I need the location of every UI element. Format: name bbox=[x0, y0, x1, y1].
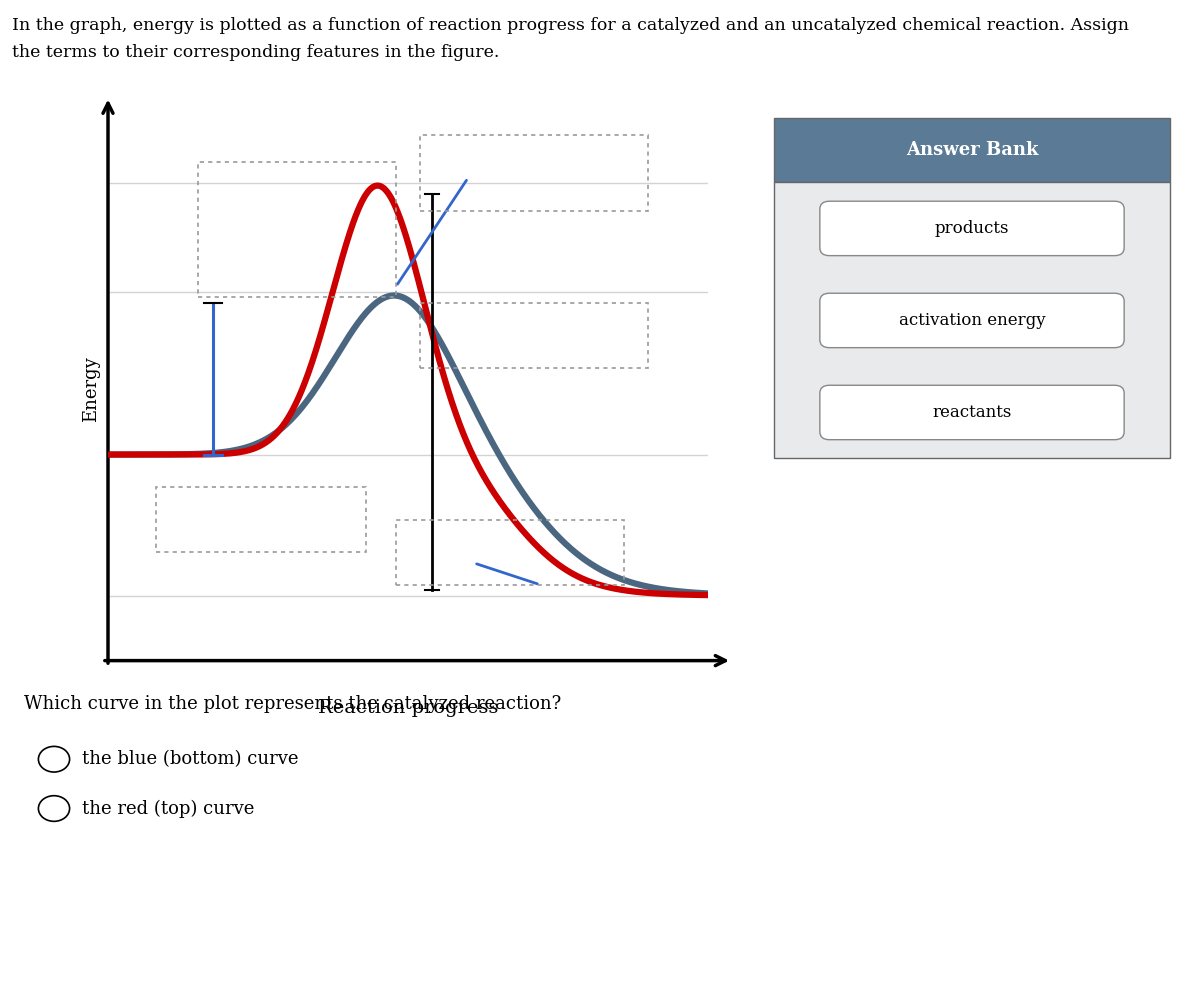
Bar bbox=[420, 134, 648, 211]
Text: Reaction progress: Reaction progress bbox=[318, 698, 498, 717]
Text: In the graph, energy is plotted as a function of reaction progress for a catalyz: In the graph, energy is plotted as a fun… bbox=[12, 17, 1129, 34]
Text: reactants: reactants bbox=[932, 404, 1012, 421]
Text: the red (top) curve: the red (top) curve bbox=[82, 800, 254, 817]
Text: Answer Bank: Answer Bank bbox=[906, 141, 1038, 160]
Text: Which curve in the plot represents the catalyzed reaction?: Which curve in the plot represents the c… bbox=[24, 695, 562, 713]
Bar bbox=[420, 303, 648, 368]
Bar bbox=[156, 487, 366, 552]
Text: the blue (bottom) curve: the blue (bottom) curve bbox=[82, 750, 298, 768]
Text: activation energy: activation energy bbox=[899, 312, 1045, 329]
Y-axis label: Energy: Energy bbox=[82, 357, 100, 422]
Bar bbox=[198, 162, 396, 298]
Text: products: products bbox=[935, 220, 1009, 237]
Bar bbox=[396, 520, 624, 585]
Text: the terms to their corresponding features in the figure.: the terms to their corresponding feature… bbox=[12, 44, 499, 61]
